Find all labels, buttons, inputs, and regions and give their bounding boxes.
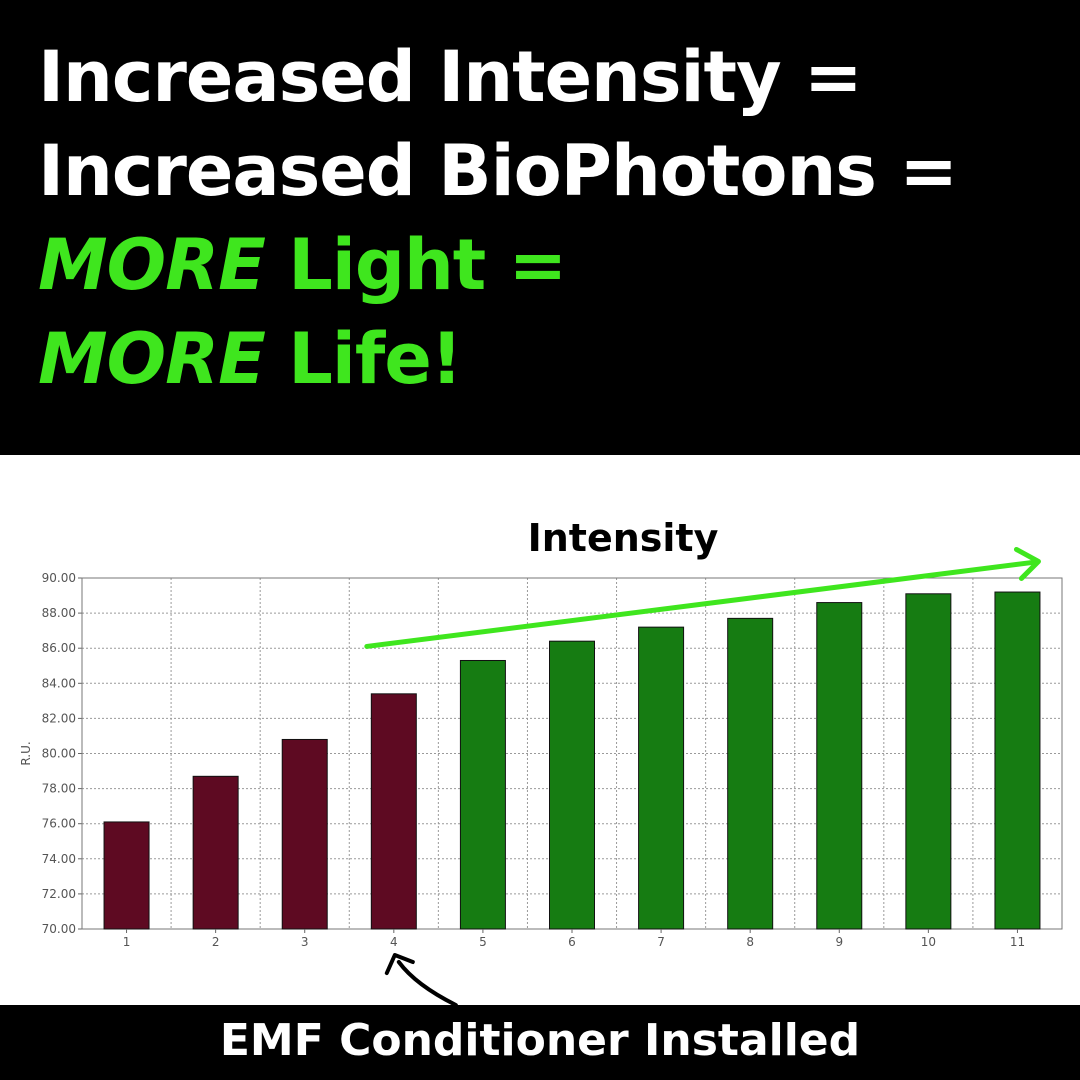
bar-11 (994, 591, 1041, 930)
y-tick-label: 82.00 (42, 711, 76, 725)
y-tick-label: 84.00 (42, 676, 76, 690)
y-tick-label: 70.00 (42, 922, 76, 936)
headline-line-4-emphasis: MORE (38, 318, 266, 400)
headline-line-3-rest: Light = (264, 224, 567, 306)
bar-7 (638, 626, 685, 930)
x-tick-label: 2 (212, 935, 220, 949)
headline-line-3-emphasis: MORE (38, 224, 266, 306)
y-tick-label: 76.00 (42, 817, 76, 831)
x-tick-label: 6 (568, 935, 576, 949)
footer-caption: EMF Conditioner Installed (219, 1015, 861, 1066)
x-tick-label: 1 (123, 935, 131, 949)
bar-9 (816, 602, 863, 930)
headline-line-1: Increased Intensity = (38, 36, 863, 118)
y-tick-label: 72.00 (42, 887, 76, 901)
x-tick-label: 4 (390, 935, 398, 949)
x-tick-label: 9 (835, 935, 843, 949)
x-tick-label: 11 (1010, 935, 1025, 949)
y-tick-label: 88.00 (42, 606, 76, 620)
y-tick-label: 86.00 (42, 641, 76, 655)
y-axis-title: R.U. (19, 741, 33, 765)
headline-line-2: Increased BioPhotons = (38, 130, 958, 212)
trend-arrow-head (1013, 546, 1041, 581)
bar-10 (905, 593, 952, 930)
y-tick-label: 80.00 (42, 747, 76, 761)
bar-5 (459, 659, 506, 930)
y-tick-label: 90.00 (42, 571, 76, 585)
bar-3 (281, 738, 328, 930)
bar-8 (727, 617, 774, 930)
x-tick-label: 8 (746, 935, 754, 949)
marker-arrow-head (384, 953, 415, 975)
y-tick-label: 78.00 (42, 782, 76, 796)
headline-line-3: MORE Light = (38, 218, 957, 312)
bar-1 (103, 821, 150, 930)
trend-arrow-line (364, 559, 1035, 649)
headline-panel: Increased Intensity = Increased BioPhoto… (0, 0, 1080, 455)
marker-arrow-line (396, 960, 458, 1007)
x-tick-label: 5 (479, 935, 487, 949)
y-tick-label: 74.00 (42, 852, 76, 866)
bar-2 (192, 775, 239, 930)
headline-line-4-rest: Life! (264, 318, 462, 400)
bar-6 (549, 640, 595, 930)
footer-panel (0, 1005, 1080, 1080)
x-tick-label: 3 (301, 935, 309, 949)
trend-label: Intensity (528, 516, 719, 560)
x-tick-label: 10 (921, 935, 936, 949)
x-tick-label: 7 (657, 935, 665, 949)
headline: Increased Intensity = Increased BioPhoto… (38, 30, 958, 406)
bar-4 (370, 693, 417, 930)
headline-line-4: MORE Life! (38, 312, 957, 406)
